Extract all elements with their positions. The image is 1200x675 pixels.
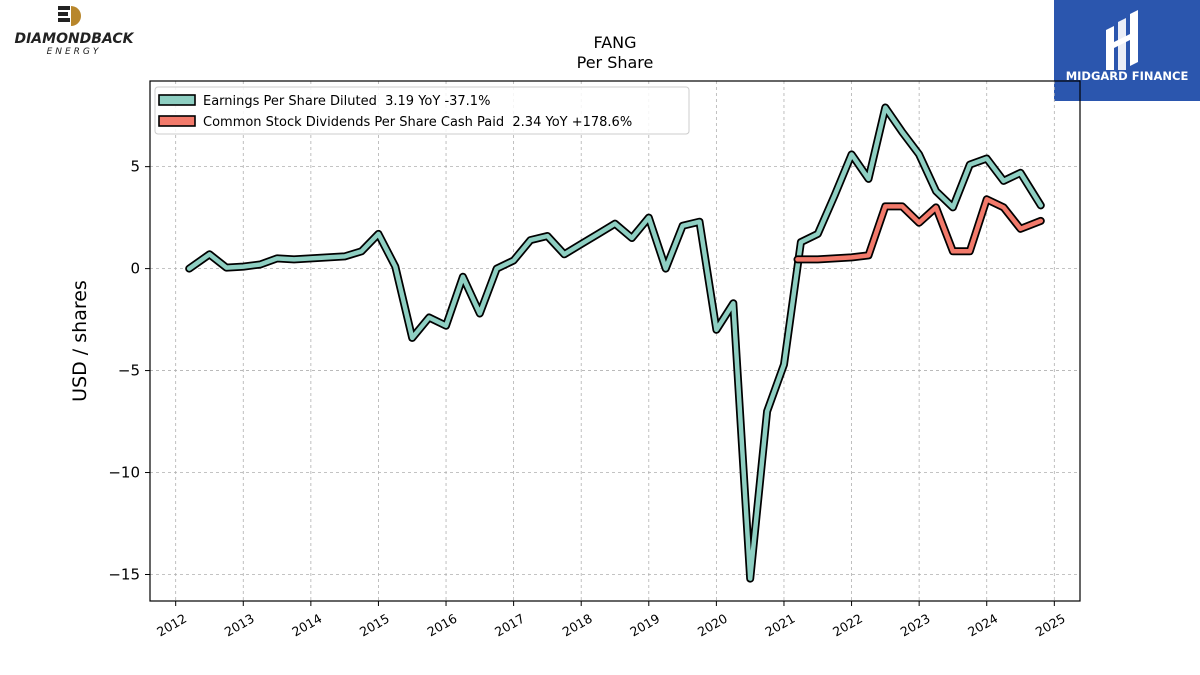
y-axis-label: USD / shares (69, 280, 91, 402)
legend-label-1: Earnings Per Share Diluted 3.19 YoY -37.… (203, 94, 490, 109)
legend-swatch-2 (158, 115, 196, 127)
x-tick-label: 2020 (695, 611, 730, 640)
series-1-outline (185, 103, 1045, 583)
legend-box (154, 86, 690, 135)
y-tick-label: −5 (118, 362, 140, 380)
plot-frame (149, 80, 1081, 602)
series-2-line (795, 197, 1044, 262)
x-tick-label: 2022 (830, 611, 865, 640)
x-tick-label: 2021 (762, 611, 797, 640)
diamondback-logo-name: DIAMONDBACK (14, 31, 134, 47)
chart-title: FANG (593, 33, 636, 52)
x-tick-label: 2014 (289, 611, 324, 640)
diamondback-logo-mark (58, 6, 81, 26)
chart-subtitle: Per Share (577, 53, 654, 72)
diamondback-logo-sub: ENERGY (47, 47, 102, 56)
legend-label-2: Common Stock Dividends Per Share Cash Pa… (203, 115, 632, 130)
x-tick-label: 2018 (560, 611, 595, 640)
series-1 (185, 103, 1045, 583)
x-tick-label: 2013 (222, 611, 257, 640)
grid (150, 81, 1080, 601)
y-tick-label: −10 (108, 464, 140, 482)
midgard-logo-name: MIDGARD FINANCE (1066, 69, 1189, 83)
x-tick-label: 2016 (424, 611, 459, 640)
x-tick-label: 2025 (1033, 611, 1068, 640)
x-tick-label: 2023 (898, 611, 933, 640)
series-2 (793, 195, 1045, 264)
series-1-line (186, 105, 1044, 581)
midgard-logo-mark (1106, 10, 1138, 70)
x-tick-label: 2015 (357, 611, 392, 640)
series-layer (185, 103, 1045, 583)
y-tick-label: −15 (108, 565, 140, 583)
y-tick-label: 5 (130, 158, 140, 176)
x-axis: 2012 2013 2014 2015 2016 2017 2018 2019 2020 2021… (154, 601, 1068, 640)
legend: Earnings Per Share Diluted 3.19 YoY -37.… (154, 86, 690, 135)
y-tick-label: 0 (130, 260, 140, 278)
x-tick-label: 2019 (627, 611, 662, 640)
x-tick-label: 2017 (492, 611, 527, 640)
midgard-finance-logo: MIDGARD FINANCE (1054, 0, 1200, 101)
x-tick-label: 2012 (154, 611, 189, 640)
y-axis: 5 0 −5 −10 −15 (108, 158, 150, 583)
x-tick-label: 2024 (965, 611, 1000, 640)
legend-swatch-1 (158, 94, 196, 106)
diamondback-logo: DIAMONDBACK ENERGY (14, 6, 135, 56)
